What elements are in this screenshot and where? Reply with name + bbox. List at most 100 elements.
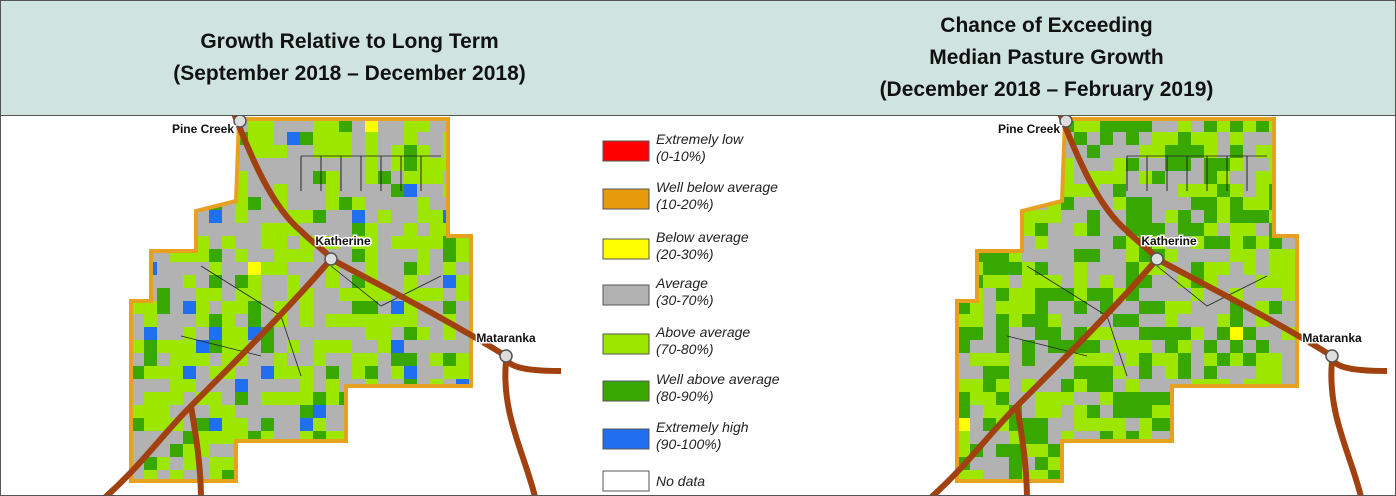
cell xyxy=(352,431,365,444)
cell xyxy=(1178,210,1191,223)
cell xyxy=(365,353,378,366)
cell xyxy=(1178,158,1191,171)
cell xyxy=(456,275,469,288)
cell xyxy=(1022,314,1035,327)
cell xyxy=(157,288,170,301)
cell xyxy=(326,392,339,405)
cell xyxy=(996,392,1009,405)
cell xyxy=(996,366,1009,379)
cell xyxy=(365,418,378,431)
cell xyxy=(1035,418,1048,431)
cell xyxy=(365,262,378,275)
cell xyxy=(248,444,261,457)
cell xyxy=(326,366,339,379)
cell xyxy=(430,431,443,444)
cell xyxy=(1295,145,1308,158)
cell xyxy=(1295,418,1308,431)
cell xyxy=(365,366,378,379)
cell xyxy=(1035,457,1048,470)
cell xyxy=(365,301,378,314)
cell xyxy=(1230,470,1243,483)
cell xyxy=(1256,340,1269,353)
cell xyxy=(352,210,365,223)
cell xyxy=(443,366,456,379)
cell xyxy=(417,171,430,184)
cell xyxy=(1113,444,1126,457)
cell xyxy=(1230,158,1243,171)
cell xyxy=(417,249,430,262)
cell xyxy=(1152,392,1165,405)
cell xyxy=(1035,444,1048,457)
cell xyxy=(326,379,339,392)
cell xyxy=(1139,444,1152,457)
cell xyxy=(1282,184,1295,197)
cell xyxy=(1139,392,1152,405)
cell xyxy=(1113,418,1126,431)
cell xyxy=(404,327,417,340)
cell xyxy=(1243,223,1256,236)
cell xyxy=(417,288,430,301)
cell xyxy=(326,470,339,483)
cell xyxy=(1048,158,1061,171)
cell xyxy=(1204,197,1217,210)
cell xyxy=(1100,288,1113,301)
cell xyxy=(456,418,469,431)
cell xyxy=(339,197,352,210)
cell xyxy=(1139,366,1152,379)
cell xyxy=(1139,171,1152,184)
cell xyxy=(1126,210,1139,223)
cell xyxy=(1217,418,1230,431)
cell xyxy=(1139,327,1152,340)
cell xyxy=(1191,184,1204,197)
cell xyxy=(1256,171,1269,184)
cell xyxy=(209,249,222,262)
cell xyxy=(261,223,274,236)
cell xyxy=(222,457,235,470)
cell xyxy=(430,392,443,405)
cell xyxy=(417,392,430,405)
cell xyxy=(326,171,339,184)
cell xyxy=(209,210,222,223)
cell xyxy=(131,236,144,249)
cell xyxy=(1074,184,1087,197)
cell xyxy=(248,132,261,145)
cell xyxy=(1022,418,1035,431)
cell xyxy=(404,262,417,275)
cell xyxy=(1269,353,1282,366)
cell xyxy=(1126,249,1139,262)
cell xyxy=(1295,392,1308,405)
cell xyxy=(144,314,157,327)
cell xyxy=(1022,158,1035,171)
cell xyxy=(1100,418,1113,431)
cell xyxy=(1204,457,1217,470)
cell xyxy=(430,353,443,366)
cell xyxy=(983,197,996,210)
cell xyxy=(1282,262,1295,275)
cell xyxy=(222,314,235,327)
cell xyxy=(1282,470,1295,483)
cell xyxy=(287,249,300,262)
legend-range: (0-10%) xyxy=(656,148,706,164)
cell xyxy=(983,171,996,184)
cell xyxy=(326,275,339,288)
cell xyxy=(1178,353,1191,366)
cell xyxy=(996,275,1009,288)
cell xyxy=(352,314,365,327)
cell xyxy=(1191,405,1204,418)
cell xyxy=(1269,444,1282,457)
cell xyxy=(157,171,170,184)
cell xyxy=(1152,353,1165,366)
cell xyxy=(957,275,970,288)
cell xyxy=(983,262,996,275)
cell xyxy=(352,418,365,431)
cell xyxy=(1009,314,1022,327)
cell xyxy=(300,132,313,145)
cell xyxy=(1217,353,1230,366)
cell xyxy=(957,236,970,249)
cell xyxy=(983,145,996,158)
cell xyxy=(1191,418,1204,431)
cell xyxy=(144,197,157,210)
cell xyxy=(469,405,482,418)
cell xyxy=(1035,301,1048,314)
cell xyxy=(1243,470,1256,483)
